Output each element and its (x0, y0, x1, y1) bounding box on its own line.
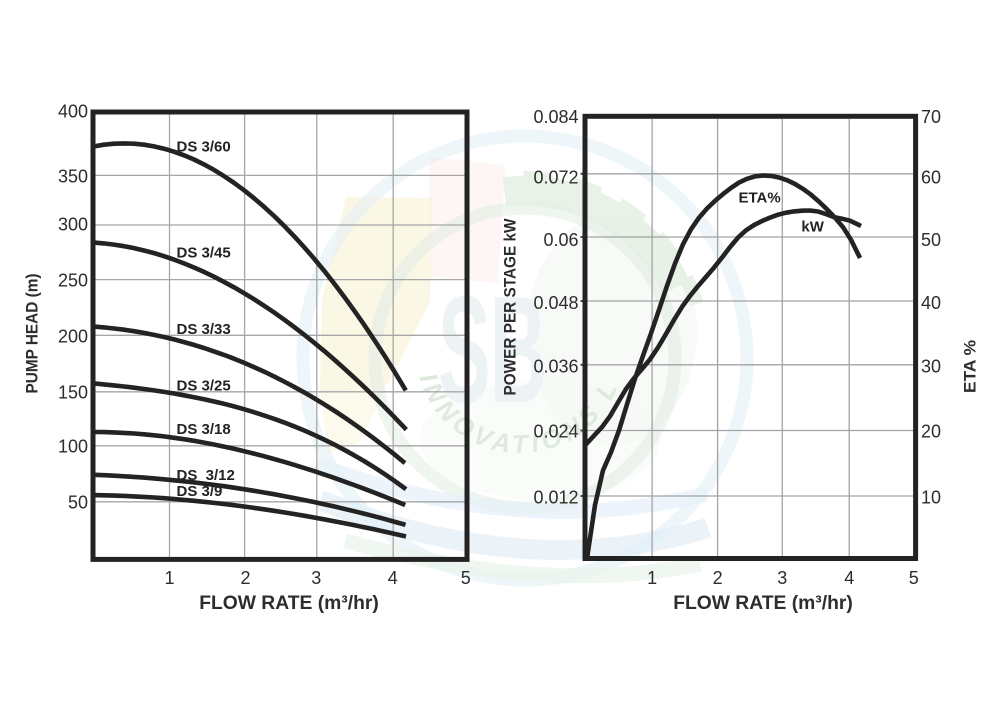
svg-text:POWER PER STAGE kW: POWER PER STAGE kW (501, 218, 520, 396)
svg-text:4: 4 (844, 568, 854, 588)
svg-text:70: 70 (921, 107, 941, 127)
svg-text:150: 150 (58, 383, 88, 403)
svg-text:50: 50 (921, 230, 941, 250)
svg-text:DS 3/18: DS 3/18 (177, 421, 231, 438)
svg-text:350: 350 (58, 167, 88, 187)
svg-text:SB: SB (438, 264, 546, 435)
svg-text:10: 10 (921, 488, 941, 508)
svg-text:400: 400 (58, 102, 88, 122)
svg-text:0.048: 0.048 (533, 293, 578, 313)
svg-text:3: 3 (311, 568, 321, 588)
svg-text:kW: kW (801, 219, 824, 236)
svg-text:200: 200 (58, 327, 88, 347)
svg-text:1: 1 (164, 568, 174, 588)
svg-text:300: 300 (58, 215, 88, 235)
svg-text:2: 2 (713, 568, 723, 588)
svg-text:20: 20 (921, 422, 941, 442)
svg-text:40: 40 (921, 293, 941, 313)
svg-text:ETA %: ETA % (961, 340, 980, 393)
svg-text:PUMP HEAD (m): PUMP HEAD (m) (23, 274, 42, 394)
svg-text:5: 5 (909, 568, 919, 588)
svg-text:DS 3/9: DS 3/9 (177, 483, 223, 500)
svg-text:5: 5 (461, 568, 471, 588)
svg-text:0.036: 0.036 (533, 357, 578, 377)
svg-text:DS 3/25: DS 3/25 (177, 378, 231, 395)
svg-text:DS 3/45: DS 3/45 (177, 245, 231, 262)
svg-text:ETA%: ETA% (739, 190, 781, 207)
svg-text:100: 100 (58, 437, 88, 457)
svg-text:DS 3/12: DS 3/12 (177, 467, 235, 484)
svg-text:250: 250 (58, 271, 88, 291)
svg-text:2: 2 (240, 568, 250, 588)
svg-text:0.024: 0.024 (533, 422, 578, 442)
svg-text:DS 3/33: DS 3/33 (177, 321, 231, 338)
svg-text:0.012: 0.012 (533, 488, 578, 508)
svg-text:4: 4 (388, 568, 398, 588)
svg-text:0.06: 0.06 (543, 230, 578, 250)
svg-text:50: 50 (68, 493, 88, 513)
svg-text:0.084: 0.084 (533, 107, 578, 127)
svg-text:30: 30 (921, 357, 941, 377)
svg-text:FLOW RATE (m³/hr): FLOW RATE (m³/hr) (199, 593, 379, 614)
svg-text:DS 3/60: DS 3/60 (177, 139, 231, 156)
svg-text:FLOW RATE (m³/hr): FLOW RATE (m³/hr) (673, 593, 853, 614)
svg-text:3: 3 (777, 568, 787, 588)
svg-text:1: 1 (647, 568, 657, 588)
svg-text:60: 60 (921, 168, 941, 188)
svg-text:0.072: 0.072 (533, 168, 578, 188)
